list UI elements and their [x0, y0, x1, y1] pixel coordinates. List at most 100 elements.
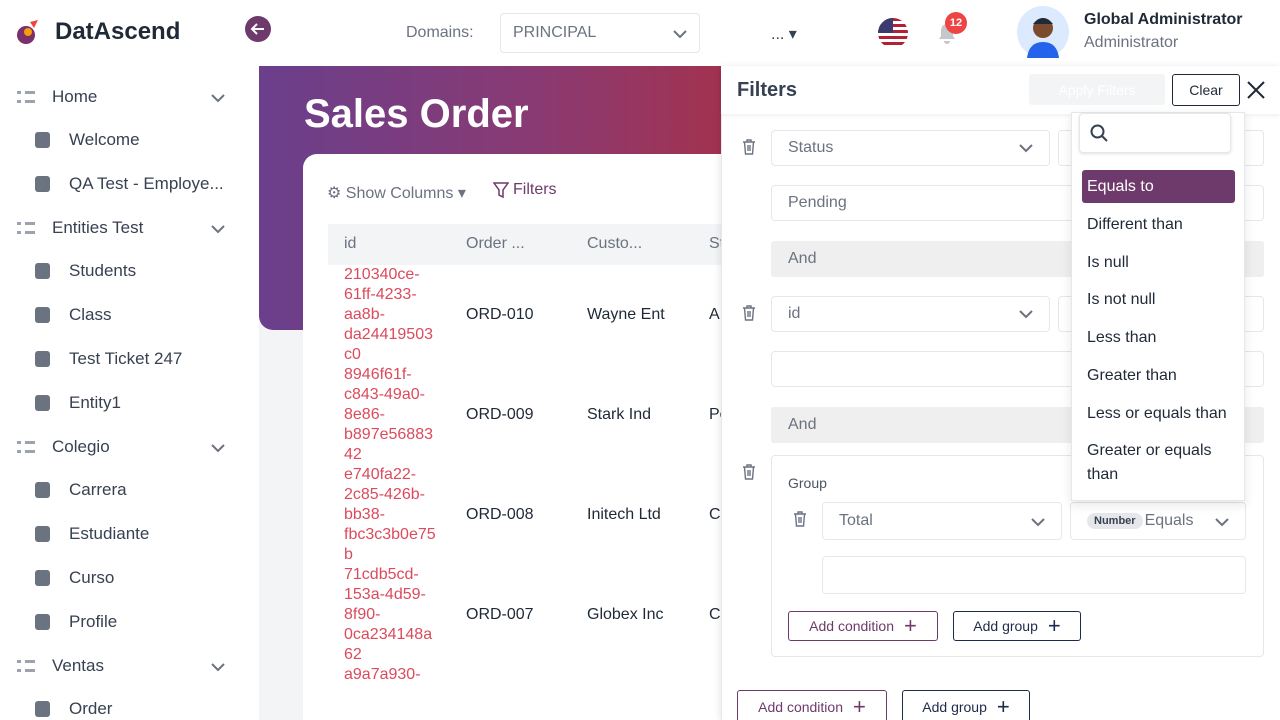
operator-option[interactable]: Less than	[1087, 329, 1157, 347]
nav-item-icon	[35, 263, 50, 279]
field-value: Status	[788, 139, 834, 156]
domains-label: Domains:	[406, 24, 474, 41]
operator-option[interactable]: Is null	[1087, 253, 1129, 271]
cell: C	[709, 606, 721, 623]
field-value: id	[788, 305, 801, 322]
delete-icon[interactable]	[742, 305, 756, 321]
user-name: Global Administrator	[1084, 11, 1243, 28]
delete-icon[interactable]	[742, 139, 756, 155]
nav-item-icon	[35, 701, 50, 717]
cell-id[interactable]: e740fa22-2c85-426b-bb38-fbc3c3b0e75b	[344, 466, 436, 563]
show-columns-button[interactable]: ⚙ Show Columns ▾	[327, 185, 466, 202]
apply-text: Apply Filters	[1058, 81, 1136, 98]
clear-button[interactable]: Clear	[1172, 74, 1240, 106]
value-text: Pending	[788, 194, 847, 211]
filter-panel-title: Filters	[737, 79, 798, 101]
nav-item-icon	[35, 351, 50, 367]
column-header[interactable]: St	[709, 235, 725, 252]
group-add-group[interactable]: Add group +	[953, 611, 1081, 641]
nav-item[interactable]: Curso	[69, 568, 115, 587]
notification-badge: 12	[945, 12, 967, 34]
add-group[interactable]: Add group +	[902, 690, 1030, 720]
group-operator-select[interactable]: Number Equals	[1070, 502, 1246, 540]
more-menu[interactable]: ... ▾	[771, 26, 797, 43]
add-condition-text: Add condition	[758, 699, 843, 715]
group-field-select[interactable]: Total	[822, 502, 1062, 540]
clear-text: Clear	[1189, 82, 1223, 98]
nav-item-icon	[35, 614, 50, 630]
nav-group-icon	[17, 439, 35, 455]
table-header	[328, 224, 728, 265]
cell-id[interactable]: 8946f61f-c843-49a0-8e86-b897e5688342	[344, 366, 433, 463]
field-select[interactable]: Status	[771, 130, 1050, 166]
close-button[interactable]	[1247, 81, 1265, 99]
show-columns-text: Show Columns	[345, 185, 454, 202]
nav-item[interactable]: Estudiante	[69, 524, 150, 543]
cell: C	[709, 506, 721, 523]
operator-option[interactable]: Different than	[1087, 216, 1183, 233]
page-title: Sales Order	[304, 92, 529, 136]
operator-option[interactable]: Equals to	[1082, 170, 1235, 203]
language-flag[interactable]	[877, 17, 909, 49]
nav-group[interactable]: Entities Test	[52, 218, 144, 237]
domain-value: PRINCIPAL	[513, 24, 597, 41]
avatar[interactable]	[1017, 6, 1069, 58]
collapse-button[interactable]	[245, 16, 271, 42]
domain-select[interactable]: PRINCIPAL	[500, 13, 700, 53]
operator-option[interactable]: Greater or equals than	[1087, 442, 1212, 484]
delete-icon[interactable]	[742, 464, 756, 480]
operator-option[interactable]: Is not null	[1087, 291, 1156, 309]
column-header[interactable]: Custo...	[587, 235, 643, 252]
nav-group[interactable]: Home	[52, 87, 98, 106]
cell: ORD-009	[466, 406, 534, 423]
nav-item[interactable]: Entity1	[69, 393, 121, 412]
operator-option[interactable]: Greater than	[1087, 366, 1177, 384]
group-add-condition-text: Add condition	[809, 618, 894, 634]
nav-item[interactable]: Profile	[69, 612, 118, 631]
nav-group[interactable]: Ventas	[52, 656, 104, 675]
cell: ORD-010	[466, 306, 534, 323]
field-select[interactable]: id	[771, 296, 1050, 332]
cell: Wayne Ent	[587, 306, 665, 323]
group-add-group-text: Add group	[973, 618, 1038, 634]
group-value-input[interactable]	[822, 556, 1246, 594]
nav-item[interactable]: QA Test - Employe...	[69, 174, 224, 193]
cell: ORD-007	[466, 606, 534, 623]
operator-option[interactable]: Less or equals than	[1087, 404, 1227, 422]
cell-id[interactable]: a9a7a930-	[344, 666, 421, 683]
cell-id[interactable]: 210340ce-61ff-4233-aa8b-da24419503c0	[344, 266, 433, 363]
apply-filters-button[interactable]: Apply Filters	[1029, 74, 1165, 105]
nav-item[interactable]: Carrera	[69, 480, 127, 499]
column-header[interactable]: id	[344, 235, 357, 252]
group-add-condition[interactable]: Add condition +	[788, 611, 938, 641]
add-condition[interactable]: Add condition +	[737, 690, 887, 720]
nav-item[interactable]: Class	[69, 305, 112, 324]
chevron	[1019, 144, 1033, 153]
dropdown-search[interactable]	[1079, 113, 1231, 153]
cell-id[interactable]: 71cdb5cd-153a-4d59-8f90-0ca234148a62	[344, 566, 433, 663]
cell: Stark Ind	[587, 406, 652, 423]
nav-item[interactable]: Welcome	[69, 130, 140, 149]
more-text: ...	[771, 26, 785, 43]
filters-text: Filters	[513, 181, 557, 198]
delete-icon[interactable]	[793, 511, 807, 527]
filter-group	[771, 455, 1264, 657]
nav-group[interactable]: Colegio	[52, 437, 110, 456]
filters-button[interactable]: Filters	[493, 181, 557, 199]
chevron	[211, 663, 225, 672]
nav-group-icon	[17, 89, 35, 105]
group-field: Total	[839, 512, 873, 529]
nav-item-icon	[35, 526, 50, 542]
nav-item[interactable]: Test Ticket 247	[69, 349, 183, 368]
logo	[17, 20, 38, 44]
nav-item[interactable]: Students	[69, 261, 137, 280]
nav-group-icon	[17, 658, 35, 674]
nav-item[interactable]: Order	[69, 699, 113, 718]
column-header[interactable]: Order ...	[466, 235, 525, 252]
chevron	[211, 225, 225, 234]
app-name: DatAscend	[55, 18, 181, 45]
add-group-text: Add group	[922, 699, 987, 715]
chevron	[211, 94, 225, 103]
header	[259, 0, 1280, 67]
